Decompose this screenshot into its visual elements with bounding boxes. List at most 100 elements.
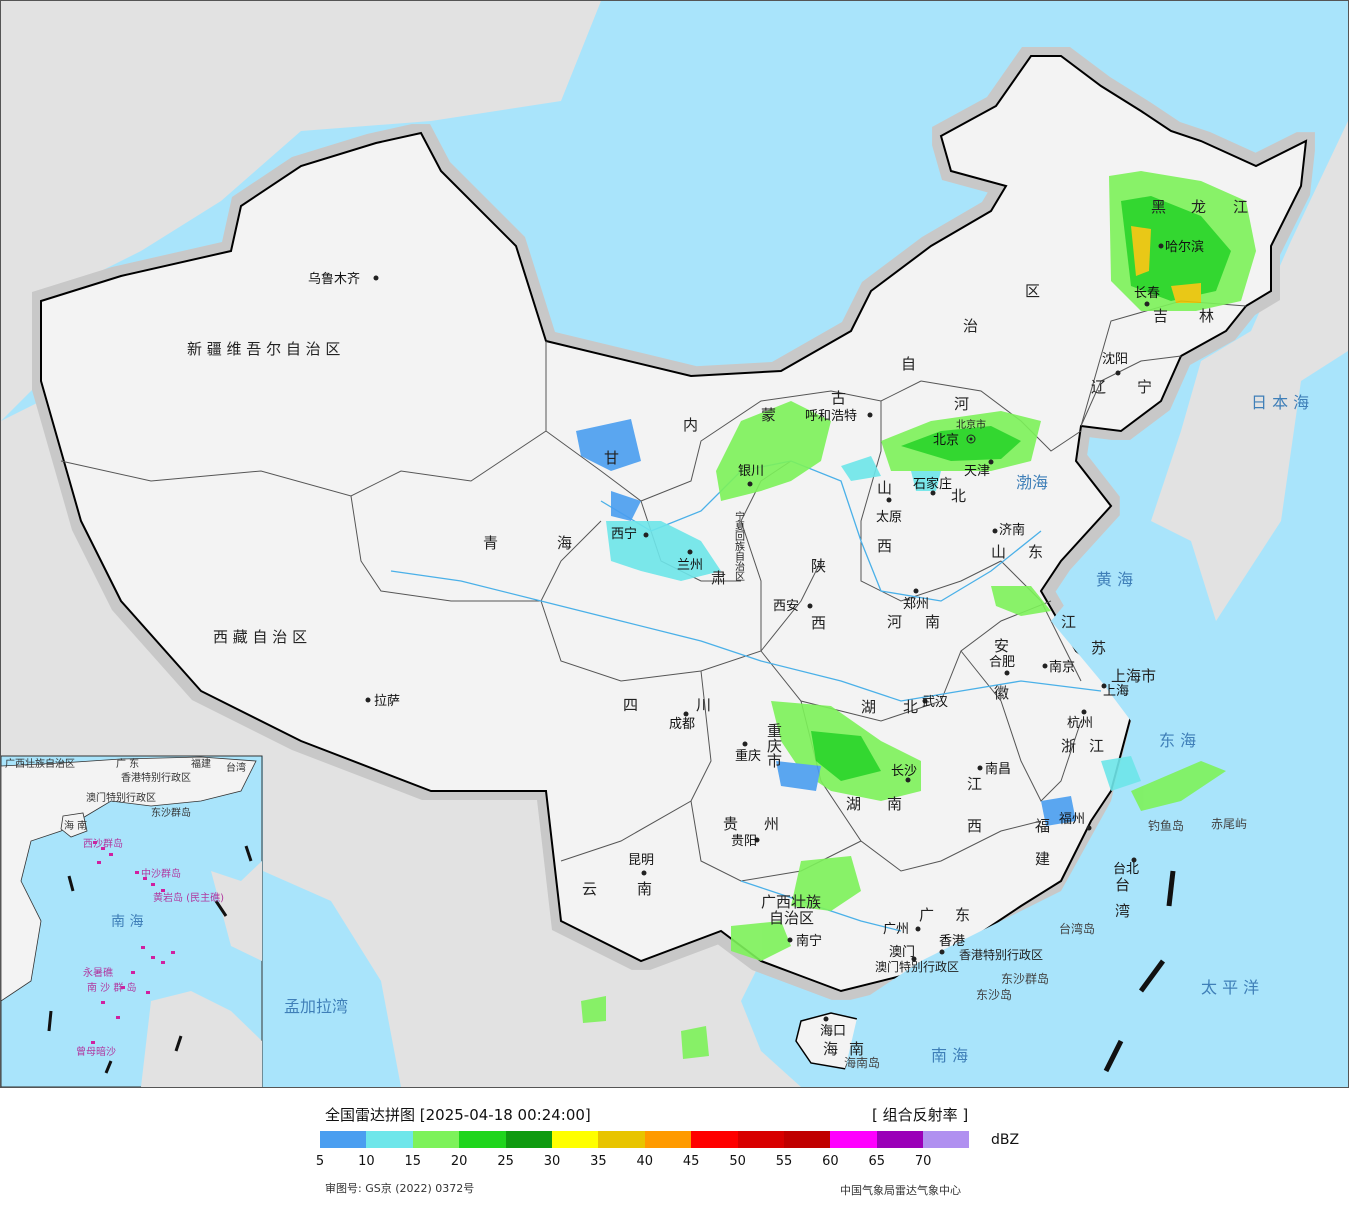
city-nanning: 南宁 bbox=[796, 933, 822, 949]
legend-swatch-7 bbox=[644, 1131, 692, 1148]
legend-colorbar bbox=[320, 1131, 970, 1148]
label-henan-2: 南 bbox=[925, 613, 940, 631]
label-neimenggu-6: 区 bbox=[1025, 282, 1040, 300]
label-hunan-1: 湖 bbox=[846, 795, 861, 813]
label-heilongjiang-3: 江 bbox=[1233, 198, 1248, 216]
data-credit: 中国气象局雷达气象中心 bbox=[840, 1184, 961, 1197]
island-dongsha-qundao: 东沙群岛 bbox=[1001, 971, 1049, 986]
inset-huangyan: 黄岩岛 (民主礁) bbox=[153, 891, 224, 904]
label-gansu-1: 甘 bbox=[604, 449, 619, 467]
city-urumqi: 乌鲁木齐 bbox=[308, 271, 360, 287]
inset-hainan: 海 南 bbox=[64, 819, 87, 832]
sea-donghai: 东 海 bbox=[1159, 731, 1196, 750]
label-henan-1: 河 bbox=[887, 613, 902, 631]
label-guangxi-1: 广西壮族 bbox=[761, 893, 821, 911]
legend-tick: 50 bbox=[729, 1154, 746, 1169]
label-hebei-1: 河 bbox=[954, 395, 969, 413]
city-chengdu: 成都 bbox=[669, 717, 695, 732]
label-guizhou-2: 州 bbox=[764, 815, 779, 833]
city-nanchang: 南昌 bbox=[985, 761, 1011, 777]
label-heilongjiang-2: 龙 bbox=[1191, 198, 1206, 216]
label-shanxi-1: 山 bbox=[877, 479, 892, 497]
label-zhejiang-2: 江 bbox=[1089, 737, 1104, 755]
label-chongqing-municipality: 重庆市 bbox=[765, 723, 783, 768]
label-jilin-1: 吉 bbox=[1153, 307, 1168, 325]
label-liaoning-2: 宁 bbox=[1137, 378, 1152, 396]
label-taiwan-1: 台 bbox=[1115, 876, 1130, 894]
label-fujian-2: 建 bbox=[1035, 850, 1050, 868]
label-hainan-2: 南 bbox=[849, 1040, 864, 1058]
city-markers bbox=[365, 243, 1164, 1022]
label-shanghai-municipality: 上海市 bbox=[1111, 667, 1156, 685]
label-sichuan-1: 四 bbox=[623, 696, 638, 714]
legend-swatch-9 bbox=[737, 1131, 784, 1148]
city-tianjin: 天津 bbox=[964, 464, 990, 479]
label-jiangxi-1: 江 bbox=[967, 775, 982, 793]
label-shanxi-2: 西 bbox=[877, 537, 892, 555]
label-xizang: 西 藏 自 治 区 bbox=[213, 628, 307, 646]
island-diaoyu: 钓鱼岛 bbox=[1148, 818, 1184, 833]
sea-riben: 日 本 海 bbox=[1251, 393, 1309, 412]
city-harbin: 哈尔滨 bbox=[1165, 239, 1204, 255]
label-neimenggu-1: 内 bbox=[683, 416, 698, 434]
label-zhejiang-1: 浙 bbox=[1061, 737, 1076, 755]
inset-yongshu: 永暑礁 bbox=[83, 966, 113, 979]
sea-bohai: 渤海 bbox=[1016, 473, 1048, 492]
island-hainan-dao: 海南岛 bbox=[844, 1055, 880, 1070]
label-gansu-2: 肃 bbox=[711, 569, 726, 587]
label-qinghai-2: 海 bbox=[557, 534, 572, 552]
city-kunming: 昆明 bbox=[628, 853, 654, 868]
city-beijing: 北京 bbox=[933, 433, 959, 448]
legend-swatch-3 bbox=[459, 1131, 506, 1148]
city-chongqing: 重庆 bbox=[735, 748, 761, 764]
sea-taiping: 太 平 洋 bbox=[1201, 978, 1259, 997]
city-guangzhou: 广州 bbox=[883, 922, 909, 937]
city-yinchuan: 银川 bbox=[738, 464, 764, 479]
city-fuzhou: 福州 bbox=[1059, 812, 1085, 827]
city-hohhot: 呼和浩特 bbox=[805, 409, 857, 424]
inset-hk: 香港特别行政区 bbox=[121, 771, 191, 784]
island-chiwei: 赤尾屿 bbox=[1211, 817, 1247, 831]
island-dongsha-dao: 东沙岛 bbox=[976, 987, 1012, 1002]
inset-nanhai: 南 海 bbox=[111, 914, 143, 930]
city-lhasa: 拉萨 bbox=[374, 694, 400, 709]
label-shandong-1: 山 bbox=[991, 543, 1006, 561]
legend-tick: 70 bbox=[914, 1154, 932, 1169]
neighbour-land bbox=[1, 1, 1348, 1087]
city-shanghai: 上海 bbox=[1103, 684, 1129, 699]
city-macau: 澳门 bbox=[889, 944, 915, 960]
label-guangxi-2: 自治区 bbox=[769, 909, 814, 927]
city-taipei: 台北 bbox=[1113, 862, 1139, 877]
sea-huanghai: 黄 海 bbox=[1096, 570, 1133, 589]
label-shandong-2: 东 bbox=[1028, 543, 1043, 561]
label-neimenggu-3: 古 bbox=[831, 389, 846, 407]
legend-tick-labels: 5 10 15 20 25 30 35 40 45 50 55 60 65 70 bbox=[316, 1154, 1020, 1172]
city-shijiazhuang: 石家庄 bbox=[913, 476, 952, 492]
city-taiyuan: 太原 bbox=[876, 510, 902, 525]
city-nanjing: 南京 bbox=[1049, 659, 1075, 675]
legend-tick: 60 bbox=[822, 1154, 839, 1169]
city-hefei: 合肥 bbox=[989, 655, 1015, 670]
inset-dongsha: 东沙群岛 bbox=[151, 806, 191, 819]
legend-swatch-12 bbox=[876, 1131, 924, 1148]
label-heilongjiang-1: 黑 bbox=[1151, 198, 1166, 216]
label-shaanxi-1: 陕 bbox=[811, 557, 826, 575]
province-borders bbox=[60, 300, 1247, 882]
island-taiwan-dao: 台湾岛 bbox=[1059, 921, 1095, 936]
legend-swatch-6 bbox=[598, 1131, 645, 1148]
legend-swatch-1 bbox=[366, 1131, 413, 1148]
radar-map: 新 疆 维 吾 尔 自 治 区 西 藏 自 治 区 青 海 内 蒙 古 自 治 … bbox=[0, 0, 1349, 1088]
inset-macau: 澳门特别行政区 bbox=[86, 791, 156, 804]
sea-nanhai: 南 海 bbox=[931, 1046, 968, 1065]
legend-tick: 5 bbox=[315, 1154, 325, 1169]
label-beijing-municipality: 北京市 bbox=[956, 418, 986, 431]
legend-tick: 45 bbox=[682, 1154, 700, 1169]
inset-zhongsha: 中沙群岛 bbox=[141, 867, 181, 880]
label-hongkong-sar: 香港特别行政区 bbox=[959, 947, 1043, 962]
label-yunnan-1: 云 bbox=[582, 880, 597, 898]
label-hunan-2: 南 bbox=[887, 795, 902, 813]
city-haikou: 海口 bbox=[820, 1024, 846, 1039]
legend-product: [ 组合反射率 ] bbox=[872, 1106, 969, 1124]
label-macau-sar: 澳门特别行政区 bbox=[875, 959, 959, 974]
label-yunnan-2: 南 bbox=[637, 880, 652, 898]
